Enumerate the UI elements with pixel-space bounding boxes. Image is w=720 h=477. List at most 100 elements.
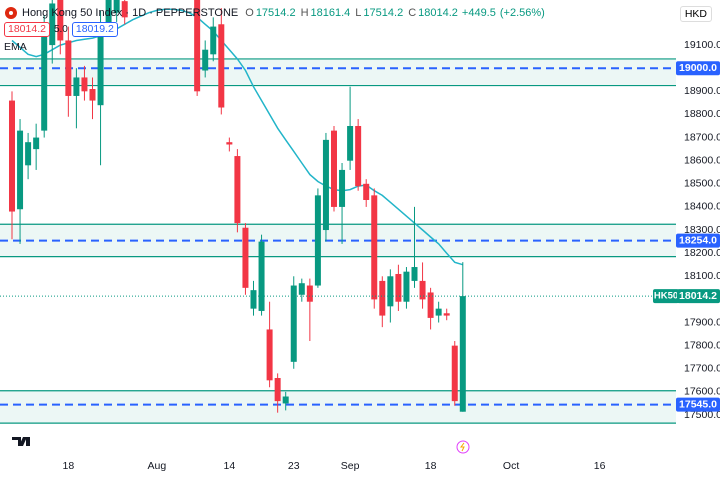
plot-area bbox=[0, 0, 676, 424]
candle-body bbox=[371, 195, 378, 300]
x-tick-label: 16 bbox=[594, 460, 606, 472]
candle-body bbox=[290, 285, 297, 362]
y-tick-label: 17600.0 bbox=[684, 386, 720, 398]
x-tick-label: 18 bbox=[425, 460, 437, 472]
symbol-logo bbox=[5, 6, 17, 19]
symbol-box bbox=[653, 289, 679, 304]
candle-body bbox=[419, 280, 426, 300]
level-label-box bbox=[676, 233, 720, 248]
ohlc-value: 18014.2 bbox=[418, 6, 458, 19]
chart-title: Hong Kong 50 Index · 1D · PEPPERSTONE bbox=[22, 6, 239, 19]
x-tick-label: 23 bbox=[288, 460, 300, 472]
ohlc-label: L bbox=[355, 6, 362, 19]
candle-body bbox=[363, 183, 370, 200]
y-tick-label: 17800.0 bbox=[684, 339, 720, 351]
candle-body bbox=[49, 3, 56, 46]
candle-body bbox=[33, 137, 40, 150]
level-label-box bbox=[676, 397, 720, 412]
indicator-legend: EMA bbox=[4, 38, 545, 55]
y-tick-label: 18300.0 bbox=[684, 224, 720, 236]
x-tick-label: Aug bbox=[148, 460, 167, 472]
event-bolt bbox=[460, 442, 465, 452]
candle-body bbox=[282, 396, 289, 404]
x-tick-label: 14 bbox=[224, 460, 236, 472]
candle-body bbox=[89, 89, 96, 101]
last-price-box bbox=[677, 289, 720, 304]
zone bbox=[0, 390, 676, 424]
last-price-label: 18014.2 bbox=[679, 290, 717, 302]
candle-body bbox=[379, 280, 386, 316]
x-tick-label: Oct bbox=[503, 460, 519, 472]
candle-body bbox=[250, 290, 257, 309]
trade-row: 18014.2 5.0 18019.2 bbox=[4, 21, 545, 38]
candle-body bbox=[218, 24, 225, 108]
y-tick-label: 18100.0 bbox=[684, 270, 720, 282]
candle-body bbox=[73, 77, 80, 96]
y-tick-label: 17900.0 bbox=[684, 316, 720, 328]
candle-body bbox=[242, 227, 249, 288]
candle-body bbox=[331, 130, 337, 207]
y-tick-label: 18800.0 bbox=[684, 108, 720, 120]
ohlc-value: 17514.2 bbox=[363, 6, 404, 19]
y-tick-label: 18900.0 bbox=[684, 85, 720, 97]
candle-body bbox=[121, 1, 128, 18]
candle-body bbox=[274, 378, 281, 402]
event-icon[interactable] bbox=[456, 440, 470, 454]
tv-logo bbox=[12, 437, 30, 446]
candle-body bbox=[65, 40, 72, 96]
candle-body bbox=[451, 345, 458, 402]
candle-body bbox=[57, 0, 64, 41]
y-tick-label: 18400.0 bbox=[684, 201, 720, 213]
candle-body bbox=[427, 292, 434, 318]
y-tick-label: 19100.0 bbox=[684, 39, 720, 51]
candle-body bbox=[97, 24, 104, 106]
bid-button[interactable]: 18014.2 bbox=[4, 22, 50, 37]
candle-body bbox=[266, 329, 273, 381]
candle-body bbox=[25, 142, 32, 166]
candle-body bbox=[306, 285, 313, 302]
candle-body bbox=[435, 308, 442, 316]
candle-body bbox=[322, 139, 329, 231]
level-label: 18254.0 bbox=[679, 234, 717, 246]
zone bbox=[0, 58, 676, 86]
ema-line bbox=[11, 8, 464, 266]
candle-body bbox=[41, 33, 48, 131]
level-label: 17545.0 bbox=[679, 398, 717, 410]
spread: 5.0 bbox=[53, 24, 68, 35]
y-tick-label: 18700.0 bbox=[684, 131, 720, 143]
level-label-box bbox=[676, 61, 720, 76]
candle-body bbox=[194, 0, 201, 92]
candle-body bbox=[202, 49, 209, 71]
ohlc-label: O bbox=[245, 6, 254, 19]
candle-body bbox=[226, 142, 233, 145]
y-tick-label: 17500.0 bbox=[684, 409, 720, 421]
candle-body bbox=[387, 276, 394, 307]
candle-body bbox=[17, 130, 24, 210]
candle-body bbox=[234, 156, 241, 224]
candle-body bbox=[113, 0, 120, 13]
x-tick-label: 18 bbox=[63, 460, 75, 472]
ohlc-label: H bbox=[300, 6, 309, 19]
candle-body bbox=[258, 241, 265, 311]
candle-body bbox=[314, 195, 321, 286]
candle-body bbox=[443, 313, 450, 316]
ask-button[interactable]: 18019.2 bbox=[71, 22, 118, 37]
candle-body bbox=[210, 26, 217, 55]
candle-body bbox=[81, 77, 88, 92]
candle-body bbox=[395, 273, 402, 302]
legend-entry: EMA bbox=[4, 40, 27, 53]
y-tick-label: 18200.0 bbox=[684, 247, 720, 259]
x-tick-label: Sep bbox=[341, 460, 360, 472]
currency[interactable]: HKD bbox=[679, 6, 712, 22]
candle-body bbox=[459, 296, 466, 412]
y-tick-label: 18500.0 bbox=[684, 178, 720, 190]
level-label: 19000.0 bbox=[679, 62, 717, 74]
y-tick-label: 18600.0 bbox=[684, 154, 720, 166]
candle-body bbox=[105, 0, 112, 27]
candle-body bbox=[339, 169, 346, 207]
ohlc-value: 17514.2 bbox=[255, 6, 296, 19]
ohlc-value: 18161.4 bbox=[310, 6, 351, 19]
